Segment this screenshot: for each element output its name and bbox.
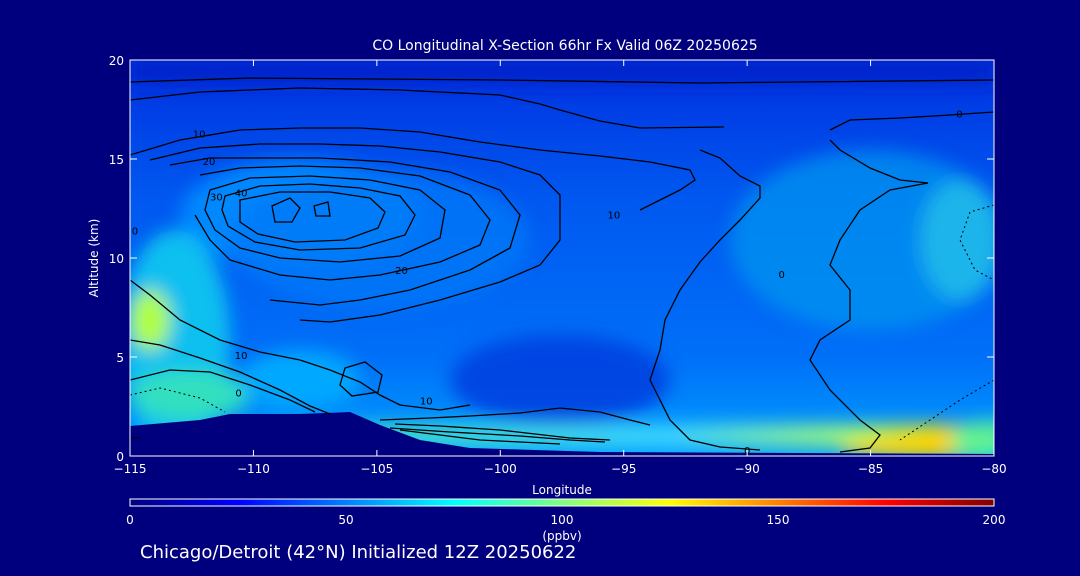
colorbar-tick-label: 50: [338, 513, 353, 527]
colorbar-ticks: 0 50 100 150 200: [126, 513, 1005, 527]
x-tick-label: −95: [611, 462, 636, 476]
x-tick-label: −90: [734, 462, 759, 476]
contour-label: 40: [235, 189, 248, 200]
contours: [130, 77, 994, 453]
contour-label: 10: [420, 397, 433, 408]
y-tick-label: 15: [109, 153, 124, 167]
colorbar-unit-label: (ppbv): [542, 529, 581, 543]
contour-label: 0: [235, 389, 241, 400]
colorbar-tick-label: 100: [551, 513, 574, 527]
colorbar-tick-label: 150: [767, 513, 790, 527]
x-tick-label: −110: [237, 462, 270, 476]
contour-label: 0: [132, 226, 138, 237]
x-tick-label: −100: [484, 462, 517, 476]
x-tick-label: −80: [981, 462, 1006, 476]
x-tick-label: −105: [360, 462, 393, 476]
contour-label: 30: [210, 193, 223, 204]
y-tick-label: 0: [116, 450, 124, 464]
colorbar-tick-label: 0: [126, 513, 134, 527]
footer-caption: Chicago/Detroit (42°N) Initialized 12Z 2…: [140, 542, 577, 563]
contour-label: 10: [235, 351, 248, 362]
dotted-contours: [130, 204, 994, 441]
colorbar: [129, 498, 995, 507]
contour-label: 20: [203, 157, 216, 168]
contour-labels: 102030400201001010000: [132, 109, 963, 457]
y-axis: 0 5 10 15 20: [109, 54, 994, 464]
x-tick-label: −115: [114, 462, 147, 476]
colorbar-tick-label: 200: [983, 513, 1006, 527]
contour-label: 20: [395, 266, 408, 277]
contour-label: 0: [956, 109, 962, 120]
y-axis-label: Altitude (km): [87, 219, 101, 298]
co-field: [130, 60, 994, 456]
x-tick-label: −85: [858, 462, 883, 476]
x-axis: −115 −110 −105 −100 −95 −90 −85 −80: [114, 60, 1007, 476]
y-tick-label: 20: [109, 54, 124, 68]
contour-label: 10: [607, 210, 620, 221]
x-axis-label: Longitude: [532, 483, 592, 497]
y-tick-label: 10: [109, 252, 124, 266]
chart-title: CO Longitudinal X-Section 66hr Fx Valid …: [372, 38, 757, 54]
contour-label: 0: [779, 270, 785, 281]
contour-label: 10: [193, 129, 206, 140]
y-tick-label: 5: [116, 351, 124, 365]
